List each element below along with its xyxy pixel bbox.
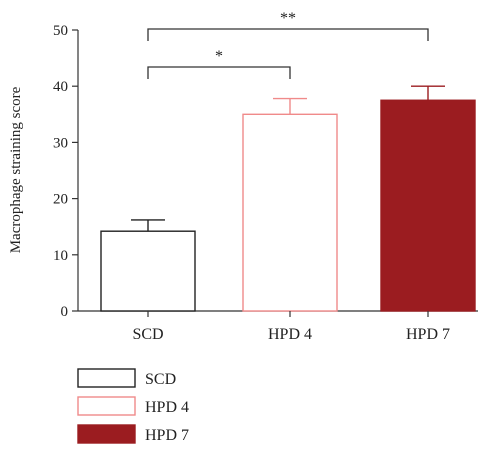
legend-label-scd: SCD (145, 371, 176, 388)
legend: SCD HPD 4 HPD 7 (77, 368, 189, 444)
significance-bracket-2 (147, 28, 429, 41)
y-tick-label-0: 0 (61, 304, 69, 320)
legend-swatch-hpd-4 (77, 396, 136, 416)
significance-brackets: *** (147, 10, 429, 79)
bar-hpd-7 (380, 99, 476, 312)
category-labels: SCD HPD 4 HPD 7 (132, 311, 450, 343)
error-bars (131, 85, 445, 232)
legend-swatch-hpd-7 (77, 424, 136, 444)
significance-label-2: ** (280, 10, 296, 27)
bars (100, 99, 476, 312)
bar-scd (100, 230, 196, 312)
y-tick-label-20: 20 (53, 192, 68, 208)
category-label-hpd-7: HPD 7 (406, 326, 450, 343)
y-tick-label-10: 10 (53, 248, 68, 264)
y-tick-label-40: 40 (53, 79, 68, 95)
legend-label-hpd-4: HPD 4 (145, 399, 189, 416)
y-tick-label-30: 30 (53, 135, 68, 151)
y-tick-label-50: 50 (53, 23, 68, 39)
legend-swatch-scd (77, 368, 136, 388)
bar-hpd-4 (242, 113, 338, 312)
significance-bracket-1 (147, 66, 291, 79)
significance-label-1: * (215, 48, 223, 65)
category-label-scd: SCD (132, 326, 163, 343)
y-axis-ticks: 0 10 20 30 40 50 (53, 23, 78, 320)
legend-label-hpd-7: HPD 7 (145, 427, 189, 444)
category-label-hpd-4: HPD 4 (268, 326, 312, 343)
y-axis-title: Macrophage straining score (8, 86, 24, 253)
